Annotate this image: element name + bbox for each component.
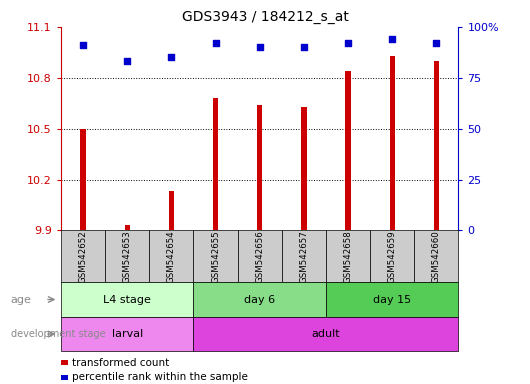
Text: GSM542659: GSM542659 (388, 230, 396, 283)
Bar (370, 230, 414, 282)
Point (299, 44, 308, 50)
Text: GSM542656: GSM542656 (255, 230, 264, 283)
Text: GSM542653: GSM542653 (123, 230, 131, 283)
Text: GDS3943 / 184212_s_at: GDS3943 / 184212_s_at (182, 10, 348, 23)
Point (211, 40, 220, 46)
Text: day 6: day 6 (244, 295, 275, 305)
Point (432, 40, 440, 46)
Bar (81, 129, 86, 230)
Bar (149, 230, 193, 282)
Bar (301, 107, 306, 230)
Bar (257, 105, 262, 230)
Bar (105, 230, 149, 282)
Point (388, 36, 396, 42)
Bar (125, 225, 130, 230)
Text: L4 stage: L4 stage (103, 295, 151, 305)
Bar (326, 230, 370, 282)
Text: percentile rank within the sample: percentile rank within the sample (72, 372, 248, 382)
Text: development stage: development stage (11, 329, 105, 339)
Bar (61, 230, 105, 282)
Point (79, 42, 87, 48)
Text: age: age (11, 295, 31, 305)
Bar (193, 282, 326, 317)
Text: GSM542660: GSM542660 (432, 230, 441, 283)
Bar (282, 230, 326, 282)
Text: GSM542658: GSM542658 (343, 230, 352, 283)
Point (123, 58, 131, 65)
Text: GSM542655: GSM542655 (211, 230, 220, 283)
Bar (213, 98, 218, 230)
Bar (237, 230, 282, 282)
Bar (434, 61, 439, 230)
Text: GSM542652: GSM542652 (78, 230, 87, 283)
Bar (414, 230, 458, 282)
Point (255, 44, 264, 50)
Text: GSM542657: GSM542657 (299, 230, 308, 283)
Text: transformed count: transformed count (72, 358, 169, 368)
Text: adult: adult (312, 329, 340, 339)
Bar (193, 230, 237, 282)
Point (344, 40, 352, 46)
Bar (390, 56, 395, 230)
Point (167, 55, 175, 61)
Bar (61, 282, 193, 317)
Text: GSM542654: GSM542654 (167, 230, 176, 283)
Bar (193, 317, 458, 351)
Text: day 15: day 15 (373, 295, 411, 305)
Bar (61, 317, 193, 351)
Bar (346, 71, 351, 230)
Text: larval: larval (112, 329, 143, 339)
Bar (169, 191, 174, 230)
Bar (326, 282, 458, 317)
